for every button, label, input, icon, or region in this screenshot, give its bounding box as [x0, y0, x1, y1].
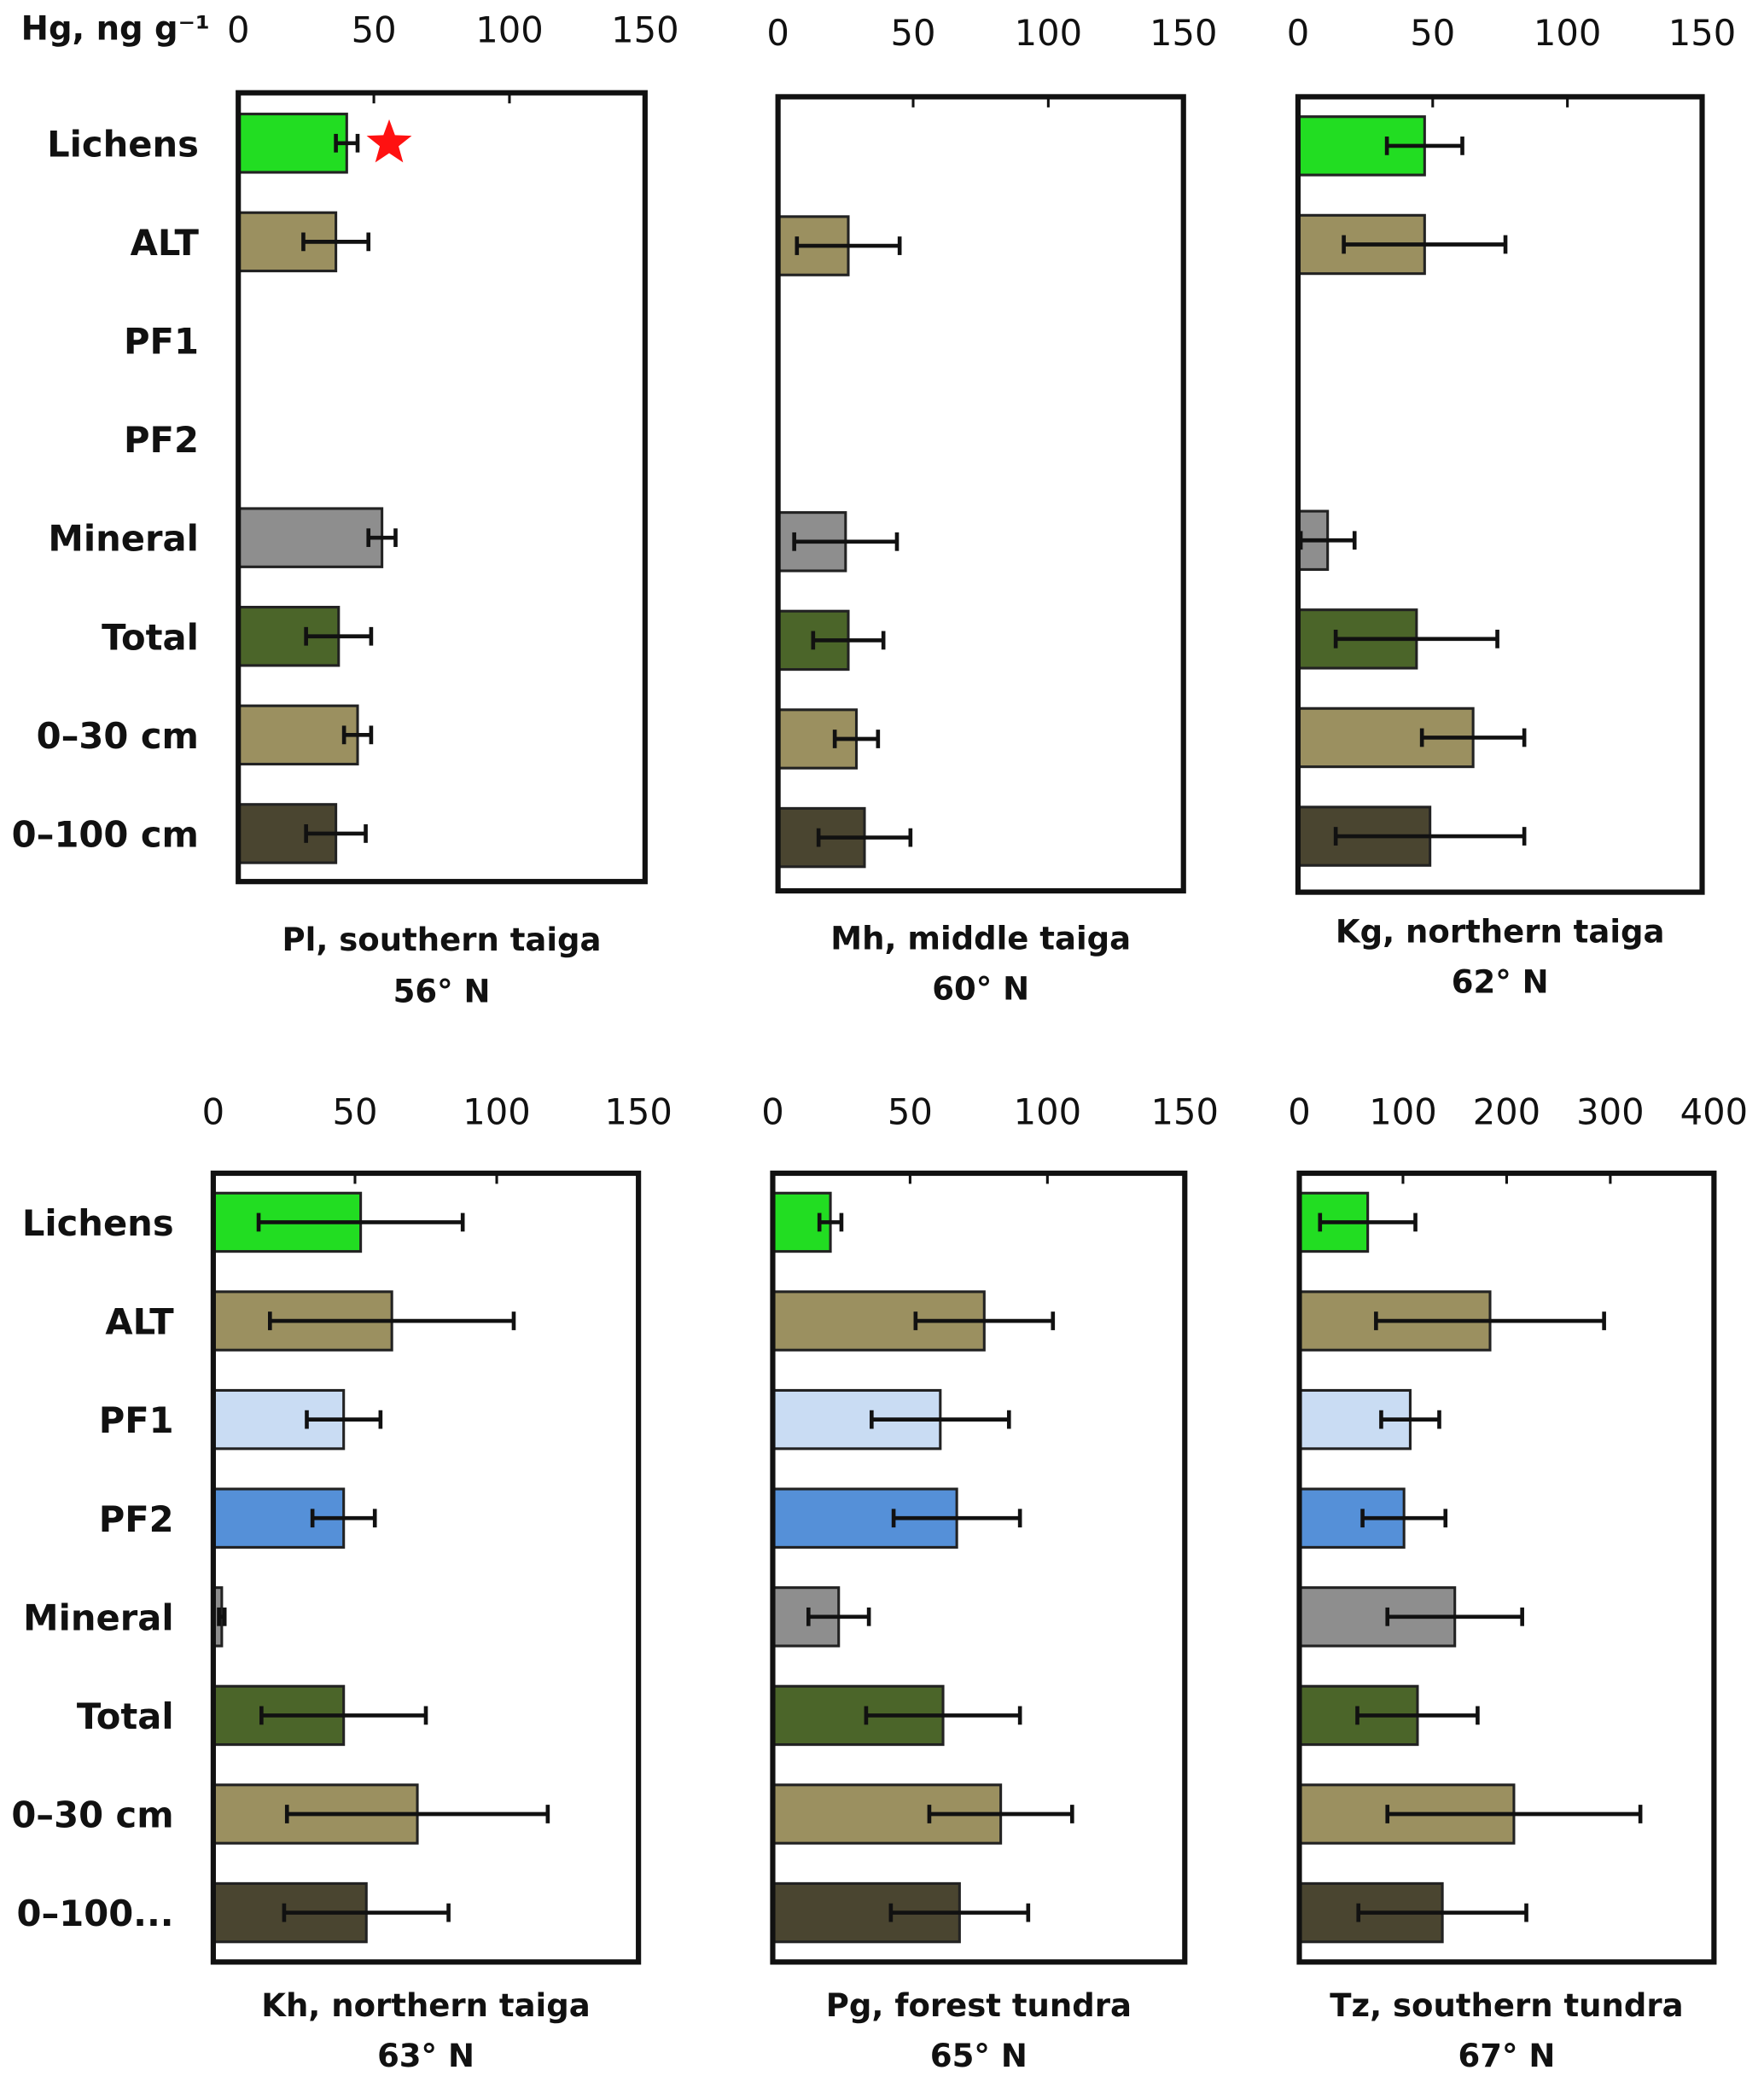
- category-label: PF1: [124, 320, 199, 362]
- category-label: Mineral: [23, 1596, 173, 1638]
- x-tick-label: 100: [1369, 1090, 1436, 1132]
- x-tick-label: 0: [761, 1090, 783, 1132]
- category-label: Lichens: [22, 1202, 174, 1244]
- x-tick-label: 50: [891, 12, 936, 54]
- category-label: Mineral: [48, 518, 198, 560]
- x-tick-label: 100: [1534, 12, 1601, 54]
- plot-frame: [236, 90, 648, 885]
- x-tick-label: 100: [475, 9, 543, 51]
- panel-title: Tz, southern tundra: [1330, 1987, 1683, 2024]
- category-label: ALT: [131, 222, 200, 264]
- x-tick-label: 50: [352, 9, 397, 51]
- plot-frame: [1295, 94, 1705, 895]
- category-label: PF2: [99, 1498, 174, 1540]
- category-label: Total: [102, 616, 199, 658]
- x-tick-label: 0: [227, 9, 249, 51]
- category-label: PF2: [124, 419, 199, 461]
- x-tick-label: 100: [1014, 1090, 1081, 1132]
- bar-mineral: [236, 507, 384, 568]
- x-tick-label: 0: [766, 12, 789, 54]
- plot-frame: [775, 94, 1186, 894]
- panel-title: Pg, forest tundra: [826, 1987, 1132, 2024]
- x-tick-label: 200: [1473, 1090, 1540, 1132]
- panel-title: Mh, middle taiga: [830, 920, 1131, 957]
- x-tick-label: 400: [1680, 1090, 1748, 1132]
- x-tick-label: 0: [1287, 12, 1309, 54]
- x-tick-label: 100: [1015, 12, 1082, 54]
- chart-panel-1: 0 50 100 150 Pl, southern taiga 56° N Lichens A…: [12, 9, 679, 1010]
- unit-label: Hg, ng g⁻¹: [21, 9, 210, 48]
- x-tick-label: 0: [202, 1090, 224, 1132]
- panel-latitude: 65° N: [930, 2038, 1028, 2074]
- category-label: PF1: [99, 1399, 174, 1441]
- plot-frame: [210, 1170, 642, 1965]
- chart-panel-3: 0 50 100 150 Kg, northern taiga 62° N: [1287, 12, 1737, 1001]
- x-tick-label: 150: [1151, 1090, 1219, 1132]
- x-tick-label: 150: [611, 9, 678, 51]
- red-star-icon: [366, 119, 412, 163]
- panel-latitude: 62° N: [1452, 964, 1549, 1001]
- panel-latitude: 60° N: [932, 970, 1029, 1007]
- panel-title: Kg, northern taiga: [1336, 914, 1665, 951]
- category-label: 0–100 cm: [12, 813, 199, 855]
- category-label: Total: [77, 1695, 174, 1737]
- x-tick-label: 150: [1150, 12, 1217, 54]
- category-label: Lichens: [47, 123, 199, 165]
- x-tick-label: 50: [332, 1090, 377, 1132]
- category-label: ALT: [105, 1300, 174, 1342]
- x-tick-label: 100: [463, 1090, 530, 1132]
- chart-panel-5: 0 50 100 150 Pg, forest tundra 65° N: [761, 1090, 1219, 2074]
- category-label: 0–100...: [16, 1893, 173, 1934]
- bar-pf1: [1297, 1388, 1412, 1451]
- x-tick-label: 50: [888, 1090, 933, 1132]
- x-tick-label: 0: [1288, 1090, 1310, 1132]
- category-label: 0–30 cm: [11, 1794, 173, 1835]
- panel-title: Kh, northern taiga: [261, 1987, 590, 2024]
- category-label: 0–30 cm: [37, 715, 199, 757]
- x-tick-label: 150: [604, 1090, 672, 1132]
- plot-frame: [770, 1170, 1188, 1965]
- chart-panel-4: 0 50 100 150 Kh, northern taiga 63° N Lichens A…: [11, 1090, 672, 2074]
- panel-latitude: 56° N: [393, 973, 491, 1009]
- bar-lichens: [236, 113, 348, 174]
- x-tick-label: 50: [1410, 12, 1455, 54]
- panel-latitude: 63° N: [377, 2038, 474, 2074]
- bar-0-30-cm: [236, 704, 359, 766]
- panel-title: Pl, southern taiga: [282, 922, 602, 958]
- chart-panel-2: 0 50 100 150 Mh, middle taiga 60° N: [766, 12, 1217, 1008]
- plot-frame: [1296, 1170, 1717, 1965]
- x-tick-label: 300: [1576, 1090, 1644, 1132]
- panel-latitude: 67° N: [1458, 2038, 1555, 2074]
- x-tick-label: 150: [1668, 12, 1736, 54]
- chart-panel-6: 0 100 200 300 400 Tz, southern tundra 67° N: [1288, 1090, 1748, 2074]
